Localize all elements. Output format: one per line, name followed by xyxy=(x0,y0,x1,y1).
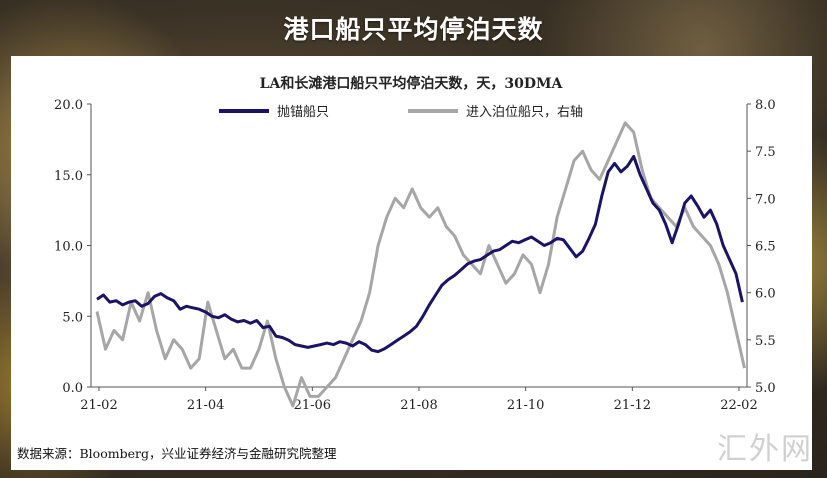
x-tick-label: 21-08 xyxy=(400,398,437,413)
left-axis: 0.0 5.0 10.0 15.0 20.0 xyxy=(54,98,91,396)
left-tick-label: 10.0 xyxy=(54,240,83,255)
series-layer xyxy=(95,121,746,408)
source-note: 数据来源：Bloomberg，兴业证券经济与金融研究院整理 xyxy=(17,446,337,461)
right-axis: 5.0 5.5 6.0 6.5 7.0 7.5 8.0 xyxy=(747,98,776,396)
left-tick-label: 20.0 xyxy=(54,98,83,113)
legend-label-anchored: 抛锚船只 xyxy=(277,105,329,120)
chart-title: LA和长滩港口船只平均停泊天数，天，30DMA xyxy=(260,75,564,92)
right-tick-label: 7.0 xyxy=(755,192,776,207)
x-tick-label: 21-12 xyxy=(614,398,651,413)
x-tick-label: 21-06 xyxy=(294,398,331,413)
series-line-berthed xyxy=(95,121,746,408)
x-tick-label: 21-02 xyxy=(80,398,117,413)
right-tick-label: 5.5 xyxy=(755,334,776,349)
left-tick-label: 0.0 xyxy=(62,381,83,396)
x-axis: 21-02 21-04 21-06 21-08 21-10 21-12 22-02 xyxy=(80,387,758,413)
right-tick-label: 6.5 xyxy=(755,240,776,255)
chart-svg: LA和长滩港口船只平均停泊天数，天，30DMA 抛锚船只 进入泊位船只，右轴 0… xyxy=(17,75,776,461)
right-tick-label: 8.0 xyxy=(755,98,776,113)
legend-label-berthed: 进入泊位船只，右轴 xyxy=(466,105,583,120)
right-tick-label: 5.0 xyxy=(755,381,776,396)
right-tick-label: 7.5 xyxy=(755,145,776,160)
legend: 抛锚船只 进入泊位船只，右轴 xyxy=(219,105,583,120)
watermark: 汇外网 xyxy=(717,432,813,467)
left-tick-label: 15.0 xyxy=(54,169,83,184)
left-tick-label: 5.0 xyxy=(62,310,83,325)
x-tick-label: 21-04 xyxy=(187,398,224,413)
series-line-anchored xyxy=(96,154,744,354)
x-tick-label: 22-02 xyxy=(720,398,757,413)
chart-panel: LA和长滩港口船只平均停泊天数，天，30DMA 抛锚船只 进入泊位船只，右轴 0… xyxy=(11,56,812,470)
right-tick-label: 6.0 xyxy=(755,287,776,302)
x-tick-label: 21-10 xyxy=(507,398,544,413)
page-title: 港口船只平均停泊天数 xyxy=(283,15,544,44)
